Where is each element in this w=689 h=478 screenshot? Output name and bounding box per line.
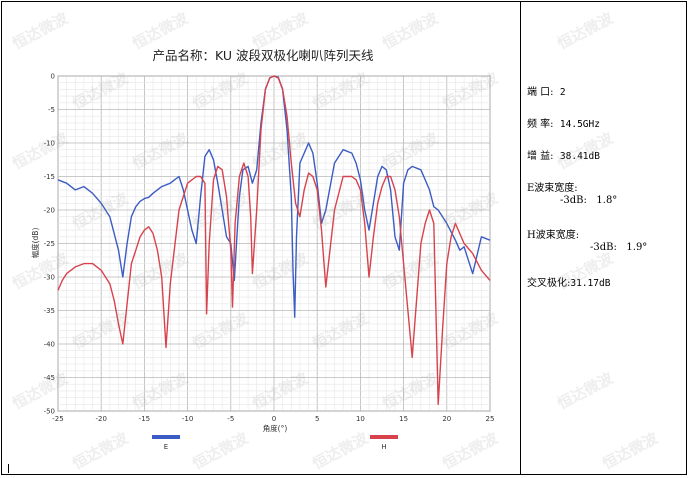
y-tick-label: -15 <box>44 173 55 181</box>
x-tick-label: 25 <box>486 415 495 423</box>
x-tick-label: -15 <box>139 415 150 423</box>
column-divider <box>520 1 521 475</box>
spec-gain-value: 38.41dB <box>559 151 600 162</box>
spec-cross-polarization: 交叉极化:31.17dB <box>527 274 610 289</box>
text-cursor <box>8 464 9 473</box>
spec-port-value: 2 <box>559 87 566 98</box>
series-line-h <box>57 75 491 405</box>
y-axis-label: 幅度(dB) <box>30 228 40 259</box>
y-tick-label: -5 <box>48 106 55 114</box>
spec-port-label: 端 口: <box>527 87 554 98</box>
x-tick-label: -10 <box>182 415 193 423</box>
y-tick-label: 0 <box>51 73 55 81</box>
x-tick-label: 0 <box>272 415 276 423</box>
x-tick-label: -5 <box>227 415 234 423</box>
legend-swatch-e <box>152 435 180 439</box>
spec-gain-label: 增 益: <box>527 151 554 162</box>
spec-frequency-value: 14.5GHz <box>559 119 600 130</box>
series-lines <box>57 75 491 405</box>
y-tick-label: -20 <box>44 207 55 215</box>
y-tick-label: -10 <box>44 140 55 148</box>
spec-e-beamwidth-label: E波束宽度: <box>527 183 578 194</box>
spec-xpol-value: 31.17dB <box>570 278 611 289</box>
spec-xpol-label: 交叉极化: <box>527 278 571 289</box>
spec-h-beamwidth-value: -3dB: 1.9° <box>590 242 648 253</box>
chart-title: 产品名称：KU 波段双极化喇叭阵列天线 <box>153 48 374 63</box>
y-tick-label: -25 <box>44 240 55 248</box>
spec-frequency: 频 率: 14.5GHz <box>527 115 600 130</box>
spec-h-beamwidth-label: H波束宽度: <box>527 230 580 241</box>
spec-port: 端 口: 2 <box>527 83 566 98</box>
spec-frequency-label: 频 率: <box>527 119 554 130</box>
antenna-pattern-chart: 产品名称：KU 波段双极化喇叭阵列天线 0 -5 -10 -15 -20 -25 -30 -3… <box>30 48 494 451</box>
spec-gain: 增 益: 38.41dB <box>527 147 600 162</box>
x-tick-labels: -25 -20 -15 -10 -5 0 5 10 15 20 25 <box>52 415 494 423</box>
x-tick-label: 10 <box>356 415 365 423</box>
x-tick-label: 20 <box>442 415 451 423</box>
legend-swatch-h <box>370 435 398 439</box>
x-axis-label: 角度(°) <box>263 423 288 433</box>
spec-e-beamwidth-value: -3dB: 1.8° <box>560 195 618 206</box>
legend-label-e: E <box>164 443 168 451</box>
x-tick-label: 15 <box>399 415 408 423</box>
y-tick-label: -30 <box>44 274 55 282</box>
y-tick-label: -45 <box>44 374 55 382</box>
y-tick-label: -50 <box>44 408 55 416</box>
y-tick-label: -40 <box>44 341 55 349</box>
x-tick-label: -25 <box>52 415 63 423</box>
x-tick-label: -20 <box>95 415 106 423</box>
grid-lines <box>57 75 491 412</box>
y-tick-labels: 0 -5 -10 -15 -20 -25 -30 -35 -40 -45 -50 <box>44 73 55 416</box>
x-tick-label: 5 <box>315 415 319 423</box>
legend-label-h: H <box>381 443 386 451</box>
y-tick-label: -35 <box>44 307 55 315</box>
legend: E H <box>152 435 398 451</box>
